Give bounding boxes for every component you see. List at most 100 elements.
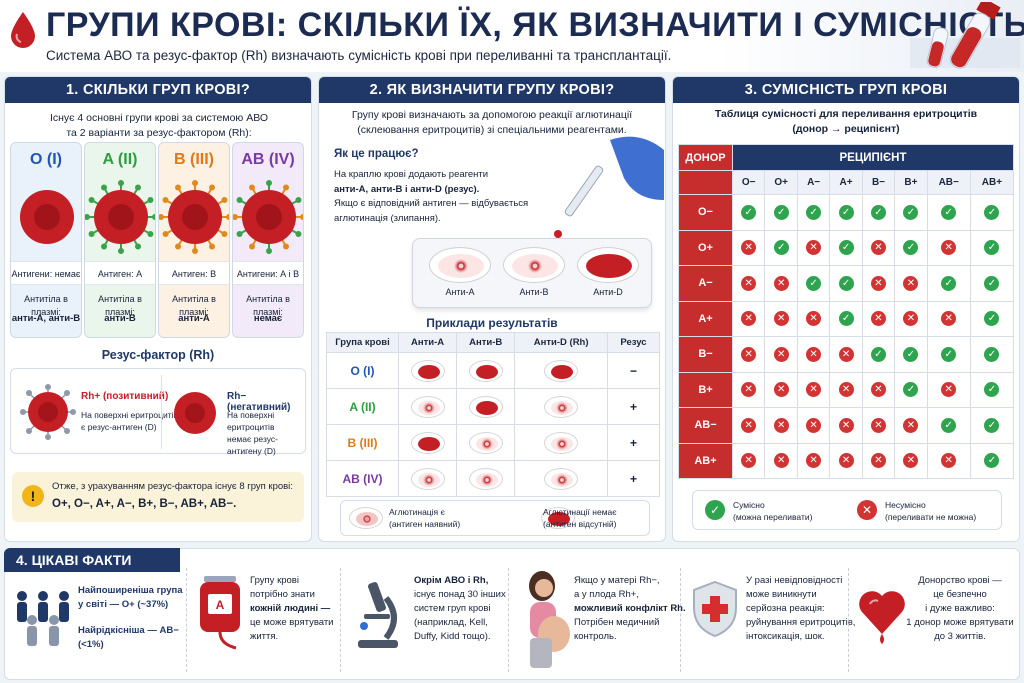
legend-line: (антиген наявний) — [389, 519, 461, 529]
cross-icon: ✕ — [773, 346, 789, 362]
check-icon: ✓ — [984, 240, 1000, 256]
compat-cell: ✕ — [926, 442, 971, 479]
compat-cell: ✓ — [829, 194, 863, 231]
compat-cell: ✕ — [861, 300, 896, 337]
cross-icon: ✕ — [741, 382, 757, 398]
fact-line: може виникнути — [746, 589, 817, 600]
note-line: Отже, з урахуванням резус-фактора існує … — [52, 481, 293, 492]
fact-line: це безпечно — [933, 589, 987, 600]
cross-icon: ✕ — [870, 382, 886, 398]
cross-icon: ✕ — [870, 240, 886, 256]
compat-cell: ✕ — [829, 336, 863, 373]
compat-cell: ✕ — [764, 265, 798, 302]
compat-cell: ✕ — [731, 442, 766, 479]
results-legend: Аглютинація є (антиген наявний) Аглютинац… — [340, 500, 650, 536]
agglutination-negative-icon — [541, 507, 576, 529]
rh-negative-cell-icon — [174, 392, 216, 434]
legend-positive: Аглютинація є (антиген наявний) — [389, 506, 460, 530]
fact-3: Окрім АВО і Rh, існує понад 30 інших сис… — [414, 574, 506, 683]
legend-negative: Аглютинації немає (антиген відсутній) — [543, 506, 617, 530]
blood-group-card: B (III) Антиген: В Антитіла в плазмі: анти-… — [158, 142, 230, 338]
agglutination-positive-icon — [410, 467, 445, 490]
compat-cell: ✕ — [796, 442, 831, 479]
cross-icon: ✕ — [806, 346, 822, 362]
compat-cell: ✕ — [861, 229, 896, 266]
results-header-row: Група крові Анти-А Анти-В Анти-D (Rh) Резус — [326, 332, 660, 353]
note-groups: O+, O−, A+, A−, B+, B−, AB+, AB−. — [52, 498, 237, 510]
fact-line: 1 донор може врятувати — [906, 617, 1014, 628]
agglutination-negative-icon — [410, 359, 445, 382]
compat-cell: ✓ — [764, 194, 798, 231]
bag-label: A — [216, 598, 225, 612]
well-label: Анти-D — [593, 287, 623, 297]
fact-line: життя. — [250, 631, 279, 642]
header: ГРУПИ КРОВІ: СКІЛЬКИ ЇХ, ЯК ВИЗНАЧИТИ І … — [0, 0, 1024, 72]
recipient-type: O− — [731, 170, 766, 195]
agglutination-positive-icon — [468, 431, 503, 454]
desc-line: На поверхні еритроцитів — [227, 410, 275, 432]
cross-icon: ✕ — [870, 453, 886, 469]
cross-icon: ✕ — [903, 311, 919, 327]
blood-group-card: AB (IV) Антигени: А і В Антитіла в плазмі:… — [232, 142, 304, 338]
fact-line: систем груп крові — [414, 603, 491, 614]
smooth-sample — [586, 254, 632, 278]
page-title: ГРУПИ КРОВІ: СКІЛЬКИ ЇХ, ЯК ВИЗНАЧИТИ І … — [46, 6, 1024, 44]
legend-compatible: Сумісно (можна переливати) — [733, 499, 812, 523]
legend-line: (переливати не можна) — [885, 512, 977, 522]
how-line: Якщо є відповідний антиген — відбуваєтьс… — [334, 198, 529, 209]
plasma-antibodies: анти-А, анти-В — [11, 313, 81, 324]
check-icon: ✓ — [838, 240, 854, 256]
compat-cell: ✓ — [926, 407, 971, 444]
slide-well — [503, 247, 565, 283]
panel-title: 3. СУМІСНІСТЬ ГРУП КРОВІ — [673, 77, 1019, 103]
compat-subtitle: Таблиця сумісності для переливання еритр… — [672, 107, 1020, 137]
legend-incompatible: Несумісно (переливати не можна) — [885, 499, 976, 523]
compat-cell: ✕ — [764, 300, 798, 337]
facts-title: 4. ЦІКАВІ ФАКТИ — [4, 548, 180, 572]
intro-line: та 2 варіанти за резус-фактором (Rh): — [66, 127, 252, 139]
divider — [848, 568, 849, 672]
cross-icon: ✕ — [857, 500, 877, 520]
fact-6: Донорство крові — це безпечно і дуже важ… — [904, 574, 1016, 683]
group-name: B (III) — [174, 151, 214, 168]
fact-line: У разі невідповідності — [746, 575, 843, 586]
reaction-cell — [514, 388, 608, 425]
antigen-label: Антигени: немає — [11, 261, 81, 285]
compat-cell: ✓ — [796, 194, 831, 231]
reaction-cell — [397, 352, 458, 389]
agglutination-positive-icon — [349, 507, 383, 529]
check-icon: ✓ — [903, 204, 919, 220]
compat-cell: ✓ — [894, 371, 928, 408]
rh-positive-cell-icon — [20, 384, 76, 440]
check-icon: ✓ — [903, 240, 919, 256]
check-icon: ✓ — [984, 311, 1000, 327]
compat-cell: ✕ — [731, 336, 766, 373]
compat-cell: ✓ — [796, 265, 831, 302]
compat-cell: ✕ — [796, 407, 831, 444]
microscope-icon — [358, 582, 398, 648]
compat-header-row: ДОНОР РЕЦИПІЄНТ — [678, 144, 1014, 171]
results-row: O (I) − — [326, 352, 660, 389]
blood-bag-icon: A — [200, 576, 240, 650]
compat-cell: ✕ — [731, 300, 766, 337]
compat-cell: ✕ — [926, 229, 971, 266]
cross-icon: ✕ — [806, 311, 822, 327]
donor-type: O− — [678, 194, 733, 231]
rh-cell: + — [607, 460, 660, 497]
pregnant-woman-icon — [529, 571, 570, 668]
fact-5: У разі невідповідності може виникнути се… — [746, 574, 855, 683]
cross-icon: ✕ — [773, 453, 789, 469]
check-icon: ✓ — [806, 275, 822, 291]
results-column-header: Резус — [607, 332, 660, 353]
compat-cell: ✕ — [861, 265, 896, 302]
rh-cell: − — [607, 352, 660, 389]
check-icon: ✓ — [903, 382, 919, 398]
cross-icon: ✕ — [941, 240, 957, 256]
intro-text: Існує 4 основні групи крові за системою … — [5, 111, 311, 141]
reaction-cell — [397, 460, 458, 497]
results-column-header: Анти-D (Rh) — [514, 332, 608, 353]
agglutination-negative-icon — [544, 359, 579, 382]
blood-group-card: A (II) Антиген: А Антитіла в плазмі: анти-В — [84, 142, 156, 338]
fact-line: Донорство крові — — [918, 575, 1002, 586]
